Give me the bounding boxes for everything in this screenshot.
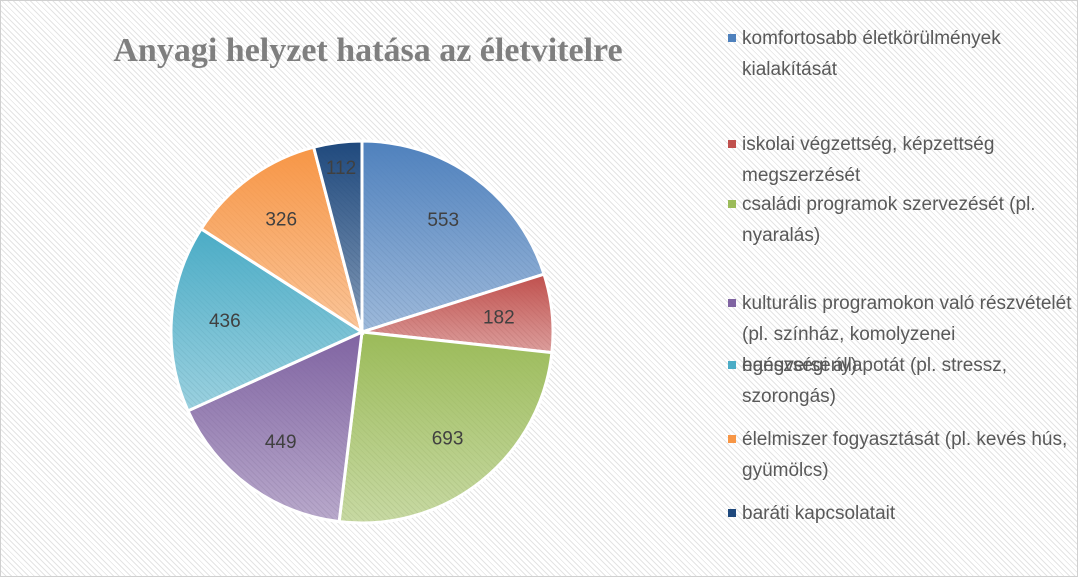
data-label: 112 [326, 158, 356, 179]
legend-swatch [728, 435, 736, 443]
legend-label: egészségi állapotát (pl. stressz, szoron… [742, 355, 1008, 407]
legend-swatch [728, 509, 736, 517]
data-label: 436 [209, 311, 241, 332]
data-label: 693 [432, 429, 464, 450]
legend-swatch [728, 299, 736, 307]
legend-label: élelmiszer fogyasztását (pl. kevés hús, … [742, 429, 1068, 481]
legend-swatch [728, 140, 736, 148]
pie-slice [169, 226, 366, 413]
legend-label: baráti kapcsolatait [742, 503, 896, 524]
legend-item: élelmiszer fogyasztását (pl. kevés hús, … [728, 424, 1073, 486]
legend-label: családi programok szervezését (pl. nyara… [742, 194, 1036, 246]
pie-slice [337, 330, 554, 525]
legend-item: egészségi állapotát (pl. stressz, szoron… [728, 350, 1073, 412]
legend-label: kulturális programokon való részvételét … [742, 293, 1072, 376]
legend-item: iskolai végzettség, képzettség megszerzé… [728, 129, 1073, 191]
pie-slice [311, 139, 364, 333]
legend-item: kulturális programokon való részvételét … [728, 288, 1073, 381]
data-label: 553 [427, 210, 459, 231]
data-label: 326 [265, 210, 297, 231]
pie-slice [199, 145, 365, 336]
legend-swatch [728, 361, 736, 369]
chart-title: Anyagi helyzet hatása az életvitelre [113, 32, 622, 69]
legend-swatch [728, 34, 736, 42]
legend-label: komfortosabb életkörülmények kialakításá… [742, 28, 1001, 80]
pie-slice [360, 139, 546, 335]
legend-swatch [728, 200, 736, 208]
pie-slice [186, 329, 364, 524]
data-label: 182 [483, 307, 515, 328]
legend-label: iskolai végzettség, képzettség megszerzé… [742, 134, 995, 186]
data-label: 449 [265, 432, 297, 453]
legend-item: komfortosabb életkörülmények kialakításá… [728, 23, 1073, 85]
legend-item: baráti kapcsolatait [728, 498, 1073, 529]
legend-item: családi programok szervezését (pl. nyara… [728, 189, 1073, 251]
